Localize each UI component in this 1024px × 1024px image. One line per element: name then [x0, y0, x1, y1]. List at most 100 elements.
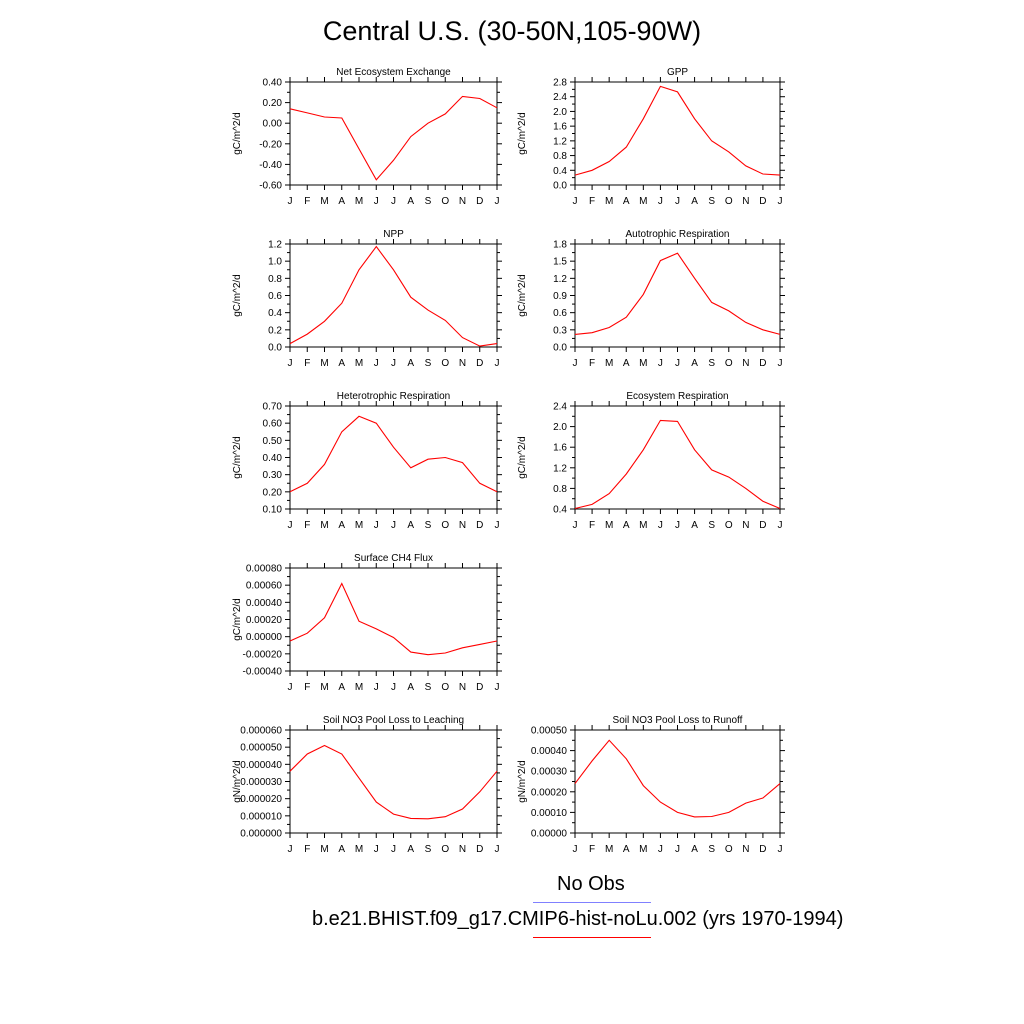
y-tick-label: 0.000020: [240, 794, 282, 805]
chart-panel: Autotrophic Respiration gC/m^2/d 0.0 0.3 0.6…: [517, 229, 785, 369]
x-tick-label: J: [778, 520, 783, 531]
x-tick-label: S: [708, 844, 715, 855]
x-tick-label: M: [605, 196, 613, 207]
y-tick-label: 0.6: [268, 291, 282, 302]
x-tick-label: J: [495, 358, 500, 369]
x-tick-label: N: [459, 520, 466, 531]
y-tick-label: 0.00000: [531, 829, 568, 840]
y-tick-label: 0.40: [263, 453, 283, 464]
y-tick-label: 2.0: [553, 107, 567, 118]
panel-title: Surface CH4 Flux: [354, 553, 433, 564]
plot-frame: [289, 243, 498, 348]
x-tick-label: D: [759, 844, 766, 855]
x-tick-label: J: [658, 358, 663, 369]
chart-panel: Soil NO3 Pool Loss to RunoffgN/m^2/d0.00…: [517, 715, 785, 855]
series-line: [289, 415, 498, 493]
x-tick-label: M: [320, 358, 328, 369]
x-tick-label: J: [658, 844, 663, 855]
panel-title: Autotrophic Respiration: [626, 229, 730, 240]
x-tick-label: M: [355, 520, 363, 531]
x-tick-label: N: [742, 844, 749, 855]
chart-panel: Ecosystem Respiration gC/m^2/d 0.4 0.8 1.2 1.…: [517, 391, 785, 531]
y-tick-label: 0.00080: [246, 564, 283, 575]
x-tick-label: O: [725, 358, 733, 369]
x-tick-label: A: [691, 358, 698, 369]
y-tick-label: -0.60: [259, 181, 282, 192]
x-tick-label: F: [589, 844, 595, 855]
y-tick-label: 2.4: [553, 92, 567, 103]
y-axis-label: gC/m^2/d: [517, 274, 528, 317]
x-tick-label: J: [495, 520, 500, 531]
x-tick-label: O: [441, 844, 449, 855]
x-tick-label: J: [288, 520, 293, 531]
x-tick-label: S: [425, 520, 432, 531]
series-line: [289, 95, 498, 181]
x-tick-label: N: [742, 358, 749, 369]
x-tick-label: D: [476, 682, 483, 693]
x-tick-label: J: [391, 196, 396, 207]
y-axis-label: gC/m^2/d: [232, 436, 243, 479]
y-axis-label: gN/m^2/d: [517, 760, 528, 803]
series-line: [289, 744, 498, 820]
x-tick-label: M: [605, 520, 613, 531]
y-tick-label: 0.10: [263, 505, 283, 516]
panel-title: Ecosystem Respiration: [626, 391, 728, 402]
y-tick-label: -0.00040: [243, 667, 283, 678]
x-tick-label: J: [573, 196, 578, 207]
x-tick-label: J: [391, 682, 396, 693]
x-tick-label: F: [304, 358, 310, 369]
y-tick-label: 0.0: [268, 343, 282, 354]
chart-panel: Heterotrophic Respiration gC/m^2/d 0.10 0.2…: [232, 391, 502, 531]
x-tick-label: N: [459, 196, 466, 207]
x-tick-label: A: [407, 358, 414, 369]
x-tick-label: J: [658, 520, 663, 531]
y-tick-label: 0.00050: [531, 726, 568, 737]
y-tick-label: 0.000000: [240, 829, 282, 840]
x-tick-label: N: [742, 520, 749, 531]
x-tick-label: F: [304, 196, 310, 207]
panel-title: Net Ecosystem Exchange: [336, 67, 451, 78]
x-tick-label: D: [476, 520, 483, 531]
legend-obs-line: [533, 902, 651, 903]
y-tick-label: 0.00040: [246, 598, 283, 609]
y-tick-label: 0.000050: [240, 743, 282, 754]
x-tick-label: D: [476, 844, 483, 855]
y-tick-label: 0.000030: [240, 777, 282, 788]
series-line: [289, 582, 498, 656]
x-tick-label: A: [623, 196, 630, 207]
x-tick-label: A: [338, 844, 345, 855]
plot-frame: [289, 405, 498, 510]
x-tick-label: O: [441, 520, 449, 531]
x-tick-label: A: [623, 844, 630, 855]
x-tick-label: O: [441, 358, 449, 369]
x-tick-label: J: [573, 844, 578, 855]
legend-model-label: b.e21.BHIST.f09_g17.CMIP6-hist-noLu.002 …: [312, 908, 844, 930]
y-tick-label: 0.00020: [246, 615, 283, 626]
x-tick-label: S: [425, 682, 432, 693]
y-tick-label: -0.00020: [243, 649, 283, 660]
x-tick-label: M: [320, 682, 328, 693]
x-tick-label: S: [708, 358, 715, 369]
x-tick-label: J: [778, 358, 783, 369]
x-tick-label: J: [288, 682, 293, 693]
x-tick-label: A: [338, 520, 345, 531]
x-tick-label: J: [391, 358, 396, 369]
x-tick-label: J: [495, 682, 500, 693]
x-tick-label: D: [759, 196, 766, 207]
y-axis-label: gC/m^2/d: [517, 112, 528, 155]
plot-frame: [574, 81, 781, 186]
x-tick-label: S: [708, 520, 715, 531]
y-tick-label: 0.00000: [246, 632, 283, 643]
x-tick-label: N: [459, 682, 466, 693]
x-tick-label: O: [725, 520, 733, 531]
y-tick-label: 0.50: [263, 436, 283, 447]
x-tick-label: A: [623, 520, 630, 531]
x-tick-label: F: [589, 196, 595, 207]
plot-frame: [289, 729, 498, 834]
x-tick-label: M: [355, 196, 363, 207]
y-tick-label: 1.2: [553, 274, 567, 285]
y-tick-label: 0.00010: [531, 808, 568, 819]
series-line: [574, 739, 781, 818]
